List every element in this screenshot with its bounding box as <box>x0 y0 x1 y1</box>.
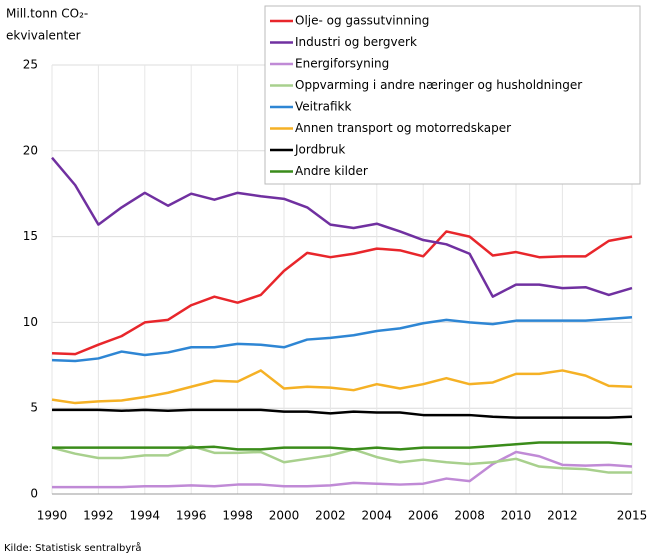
x-tick-label: 2006 <box>408 509 439 523</box>
series-line <box>52 408 633 419</box>
y-axis-label: ekvivalenter <box>6 29 81 43</box>
y-tick-label: 20 <box>23 143 38 157</box>
series-line <box>51 156 633 298</box>
y-tick-label: 5 <box>30 401 38 415</box>
x-tick-label: 2015 <box>617 509 648 523</box>
legend-label: Energiforsyning <box>295 57 389 71</box>
x-tick-label: 2002 <box>315 509 346 523</box>
y-tick-label: 15 <box>23 229 38 243</box>
series-line <box>52 441 633 451</box>
legend-label: Olje- og gassutvinning <box>295 14 429 28</box>
x-tick-label: 2010 <box>501 509 532 523</box>
x-tick-label: 2004 <box>362 509 393 523</box>
y-axis-label: Mill.tonn CO₂- <box>6 7 88 21</box>
x-tick-label: 1994 <box>130 509 161 523</box>
legend-label: Veitrafikk <box>295 100 351 114</box>
legend-label: Oppvarming i andre næringer og husholdni… <box>295 78 582 92</box>
series-line <box>51 369 633 405</box>
series-line <box>51 444 632 474</box>
x-tick-label: 1998 <box>222 509 253 523</box>
y-tick-label: 0 <box>30 487 38 501</box>
y-tick-label: 25 <box>23 58 38 72</box>
x-tick-label: 2000 <box>269 509 300 523</box>
legend-label: Jordbruk <box>294 143 345 157</box>
legend-label: Annen transport og motorredskaper <box>295 121 511 135</box>
x-tick-label: 1992 <box>83 509 114 523</box>
x-tick-label: 2008 <box>454 509 485 523</box>
legend-box <box>264 5 641 185</box>
source: Kilde: Statistisk sentralbyrå <box>4 541 142 554</box>
series-line <box>51 230 633 356</box>
series-line <box>51 316 633 363</box>
x-tick-label: 1990 <box>37 509 68 523</box>
legend-label: Andre kilder <box>295 164 368 178</box>
y-tick-label: 10 <box>23 315 38 329</box>
legend-label: Industri og bergverk <box>295 35 417 49</box>
x-tick-label: 1996 <box>176 509 207 523</box>
series-line <box>52 450 633 489</box>
x-tick-label: 2012 <box>547 509 578 523</box>
